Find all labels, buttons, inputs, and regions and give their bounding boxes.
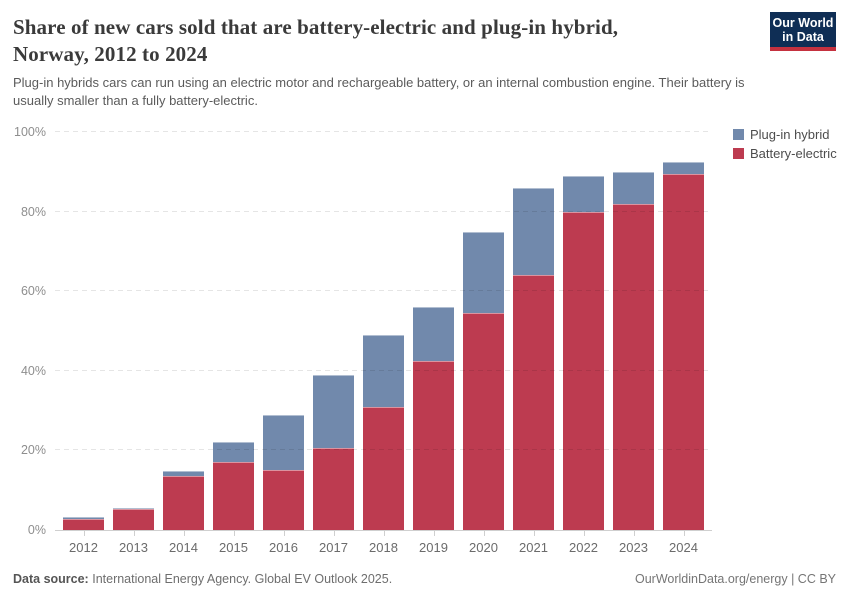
chart-subtitle: Plug-in hybrids cars can run using an el… [13, 75, 745, 108]
bar-segment-plug-in-hybrid-2016[interactable] [263, 414, 304, 471]
bar-segment-battery-electric-2022[interactable] [563, 211, 604, 530]
x-axis-label-2018: 2018 [369, 540, 398, 555]
x-axis-label-2022: 2022 [569, 540, 598, 555]
bar-segment-plug-in-hybrid-2020[interactable] [463, 231, 504, 314]
x-axis-label-2015: 2015 [219, 540, 248, 555]
legend-swatch-icon [733, 129, 744, 140]
bar-2020[interactable]: 2020 [463, 132, 504, 555]
x-axis-tick [183, 531, 185, 536]
y-axis-tick-label: 100% [14, 125, 46, 139]
bar-segment-plug-in-hybrid-2023[interactable] [613, 171, 654, 204]
legend-item-battery-electric[interactable]: Battery-electric [733, 146, 837, 162]
x-axis-tick [533, 531, 535, 536]
bar-segment-battery-electric-2023[interactable] [613, 203, 654, 530]
x-axis-tick [233, 531, 235, 536]
bar-2015[interactable]: 2015 [213, 132, 254, 555]
bar-segment-plug-in-hybrid-2012[interactable] [63, 517, 104, 519]
bar-segment-battery-electric-2015[interactable] [213, 462, 254, 530]
bar-2018[interactable]: 2018 [363, 132, 404, 555]
bar-segment-plug-in-hybrid-2017[interactable] [313, 374, 354, 449]
bar-segment-plug-in-hybrid-2019[interactable] [413, 307, 454, 361]
y-axis-tick-label: 20% [20, 443, 46, 458]
bar-2016[interactable]: 2016 [263, 132, 304, 555]
x-axis-label-2024: 2024 [669, 540, 698, 555]
data-source-note: Data source: International Energy Agency… [13, 572, 392, 586]
y-axis-tick-label: 0% [27, 523, 46, 537]
owid-logo-accent-bar [770, 47, 836, 51]
x-axis-tick [583, 531, 585, 536]
bar-segment-battery-electric-2013[interactable] [113, 509, 154, 530]
legend-label: Plug-in hybrid [750, 127, 830, 142]
page-title-line-2: Norway, 2012 to 2024 [13, 42, 208, 66]
bar-segment-battery-electric-2014[interactable] [163, 476, 204, 530]
page-title: Share of new cars sold that are battery-… [13, 14, 618, 68]
x-axis-label-2020: 2020 [469, 540, 498, 555]
owid-logo-text: Our World in Data [770, 12, 836, 47]
x-axis-tick [83, 531, 85, 536]
bar-2024[interactable]: 2024 [663, 132, 704, 555]
bar-segment-battery-electric-2016[interactable] [263, 470, 304, 530]
data-source-text: International Energy Agency. Global EV O… [92, 572, 393, 586]
bar-segment-plug-in-hybrid-2015[interactable] [213, 442, 254, 463]
bar-segment-plug-in-hybrid-2022[interactable] [563, 175, 604, 212]
bar-segment-plug-in-hybrid-2013[interactable] [113, 508, 154, 510]
page-title-line-1: Share of new cars sold that are battery-… [13, 15, 619, 39]
legend: Plug-in hybrid Battery-electric [733, 127, 837, 165]
bar-segment-plug-in-hybrid-2018[interactable] [363, 335, 404, 407]
bar-2017[interactable]: 2017 [313, 132, 354, 555]
bar-2023[interactable]: 2023 [613, 132, 654, 555]
x-axis-label-2017: 2017 [319, 540, 348, 555]
y-axis-tick-label: 40% [20, 363, 46, 378]
bar-segment-battery-electric-2019[interactable] [413, 360, 454, 530]
x-axis-tick [433, 531, 435, 536]
bar-2021[interactable]: 2021 [513, 132, 554, 555]
bar-2014[interactable]: 2014 [163, 132, 204, 555]
owid-url-license-link[interactable]: OurWorldinData.org/energy | CC BY [634, 572, 836, 586]
x-axis-tick [333, 531, 335, 536]
owid-logo-line-1: Our World [772, 16, 834, 30]
bar-segment-battery-electric-2012[interactable] [63, 518, 104, 530]
bars-container: 2012 2013 2014 2015 2016 2017 2018 2019 2020 2021… [63, 132, 704, 555]
x-axis-tick [683, 531, 685, 536]
y-axis-tick-label: 80% [20, 204, 46, 219]
footer: Data source: International Energy Agency… [13, 572, 836, 586]
legend-swatch-icon [733, 148, 744, 159]
x-axis-label-2013: 2013 [119, 540, 148, 555]
x-axis-label-2021: 2021 [519, 540, 548, 555]
x-axis-label-2023: 2023 [619, 540, 648, 555]
bar-segment-plug-in-hybrid-2024[interactable] [663, 161, 704, 174]
x-axis-tick [283, 531, 285, 536]
data-source-label: Data source: [13, 572, 89, 586]
x-axis-label-2012: 2012 [69, 540, 98, 555]
bar-2019[interactable]: 2019 [413, 132, 454, 555]
x-axis-label-2014: 2014 [169, 540, 198, 555]
bar-2022[interactable]: 2022 [563, 132, 604, 555]
x-axis-label-2016: 2016 [269, 540, 298, 555]
bar-2012[interactable]: 2012 [63, 132, 104, 555]
bar-segment-plug-in-hybrid-2021[interactable] [513, 187, 554, 276]
y-axis-tick-label: 60% [20, 284, 46, 299]
bar-segment-battery-electric-2021[interactable] [513, 275, 554, 530]
bar-segment-battery-electric-2024[interactable] [663, 173, 704, 530]
owid-logo[interactable]: Our World in Data [770, 12, 836, 51]
bar-2013[interactable]: 2013 [113, 132, 154, 555]
bar-segment-battery-electric-2020[interactable] [463, 313, 504, 530]
plot-area: 0% 20% 40% 60% 80% 100% 2012 2013 2014 2015 2016 20… [14, 125, 712, 555]
legend-label: Battery-electric [750, 146, 837, 161]
owid-logo-line-2: in Data [782, 30, 824, 44]
x-axis-label-2019: 2019 [419, 540, 448, 555]
x-axis-tick [133, 531, 135, 536]
bar-segment-battery-electric-2017[interactable] [313, 448, 354, 530]
x-axis-tick [633, 531, 635, 536]
bar-segment-plug-in-hybrid-2014[interactable] [163, 470, 204, 477]
bar-segment-battery-electric-2018[interactable] [363, 406, 404, 530]
legend-item-plug-in-hybrid[interactable]: Plug-in hybrid [733, 127, 837, 143]
x-axis-tick [483, 531, 485, 536]
x-axis-tick [383, 531, 385, 536]
